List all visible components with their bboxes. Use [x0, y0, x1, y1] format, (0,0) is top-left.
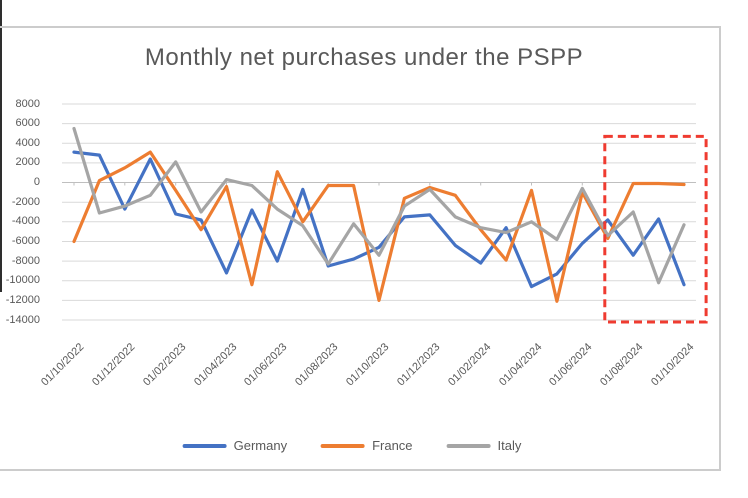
y-axis-label: -4000 [11, 215, 40, 228]
y-axis-label: -6000 [11, 235, 40, 247]
y-axis-label: -8000 [11, 254, 40, 267]
chart-legend: Germany France Italy [182, 438, 522, 453]
y-axis-label: 6000 [15, 117, 40, 130]
legend-item-italy: Italy [446, 438, 522, 453]
chart-title: Monthly net purchases under the PSPP [144, 44, 584, 71]
chart-frame-top-border [0, 26, 721, 28]
legend-line-swatch [446, 443, 491, 448]
legend-label: Germany [233, 438, 288, 453]
series-line-germany [72, 150, 686, 289]
y-axis-label: 8000 [15, 97, 40, 110]
y-axis-label: -12000 [5, 293, 40, 306]
legend-item-germany: Germany [182, 438, 288, 453]
y-axis-label: 4000 [15, 136, 40, 149]
highlight-dashed-box [603, 134, 708, 324]
chart-frame-right-border [719, 26, 721, 471]
series-line-italy [72, 126, 686, 285]
chart-frame-bottom-border [0, 469, 721, 471]
legend-line-swatch [321, 443, 366, 448]
y-axis-label: -10000 [5, 274, 40, 287]
legend-item-france: France [321, 438, 413, 453]
document-left-border [0, 0, 2, 292]
y-axis-label: 0 [33, 176, 40, 188]
y-axis-label: -14000 [5, 313, 40, 326]
y-axis-label: -2000 [11, 195, 40, 208]
legend-line-swatch [182, 443, 227, 448]
y-axis-label: 2000 [15, 156, 40, 169]
legend-label: France [372, 438, 413, 453]
legend-label: Italy [497, 438, 522, 453]
series-line-france [72, 150, 686, 303]
